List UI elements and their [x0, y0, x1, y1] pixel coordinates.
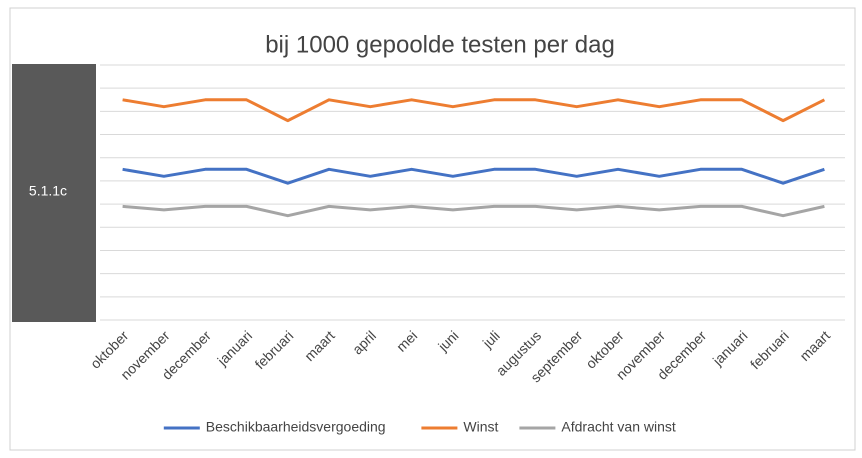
label-box	[12, 64, 96, 322]
label-text: 5.1.1c	[29, 183, 67, 199]
legend-label: Afdracht van winst	[561, 419, 675, 435]
series-line	[122, 98, 826, 123]
series-line	[122, 167, 825, 185]
legend-label: Winst	[463, 419, 498, 435]
legend-label: Beschikbaarheidsvergoeding	[206, 419, 386, 435]
series-line	[122, 204, 825, 218]
chart-frame	[9, 7, 856, 451]
chart-title: bij 1000 gepoolde testen per dag	[265, 31, 615, 58]
